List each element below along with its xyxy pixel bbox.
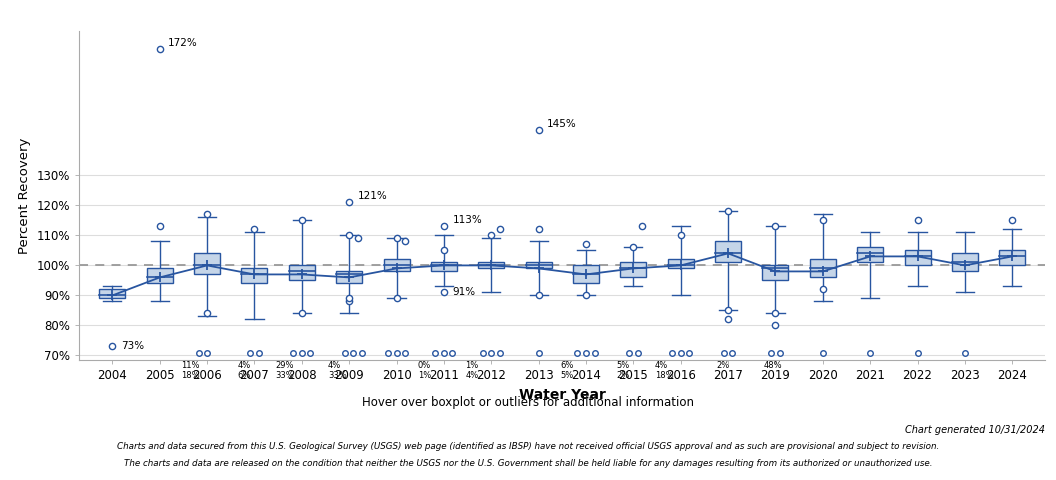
Bar <box>573 265 599 283</box>
Text: 1%
4%: 1% 4% <box>466 361 478 380</box>
Bar <box>288 265 315 280</box>
Text: 73%: 73% <box>120 341 144 351</box>
Text: 29%
33%: 29% 33% <box>276 361 295 380</box>
Bar <box>620 263 646 277</box>
Bar <box>431 263 457 271</box>
Bar <box>242 268 267 283</box>
Text: 6%
5%: 6% 5% <box>560 361 573 380</box>
Bar <box>194 253 220 275</box>
Text: Hover over boxplot or outliers for additional information: Hover over boxplot or outliers for addit… <box>362 396 694 408</box>
Text: 4%
18%: 4% 18% <box>655 361 674 380</box>
Bar <box>999 251 1025 265</box>
Text: 113%: 113% <box>452 215 483 225</box>
Y-axis label: Percent Recovery: Percent Recovery <box>18 137 31 254</box>
Bar <box>715 241 741 263</box>
Bar <box>99 289 126 299</box>
Text: Charts and data secured from this U.S. Geological Survey (USGS) web page (identi: Charts and data secured from this U.S. G… <box>117 442 939 451</box>
Text: 121%: 121% <box>358 191 388 201</box>
Text: 5%
2%: 5% 2% <box>617 361 630 380</box>
Bar <box>857 247 883 263</box>
Text: 0%
1%: 0% 1% <box>418 361 431 380</box>
X-axis label: Water Year: Water Year <box>518 387 606 402</box>
Text: 4%
6%: 4% 6% <box>238 361 251 380</box>
Bar <box>905 251 930 265</box>
Text: The charts and data are released on the condition that neither the USGS nor the : The charts and data are released on the … <box>124 458 932 468</box>
Text: Chart generated 10/31/2024: Chart generated 10/31/2024 <box>905 425 1045 435</box>
Text: 48%: 48% <box>763 361 782 370</box>
Bar <box>762 265 789 280</box>
Bar <box>810 259 836 277</box>
Bar <box>147 268 173 283</box>
Text: 172%: 172% <box>168 38 197 48</box>
Text: 91%: 91% <box>452 288 475 298</box>
Bar <box>667 259 694 268</box>
Text: 4%
33%: 4% 33% <box>327 361 346 380</box>
Text: 2%: 2% <box>716 361 730 370</box>
Text: 145%: 145% <box>547 119 577 129</box>
Bar <box>951 253 978 271</box>
Bar <box>526 263 551 268</box>
Bar <box>478 263 505 268</box>
Bar <box>336 271 362 283</box>
Text: 11%
18%: 11% 18% <box>181 361 200 380</box>
Bar <box>383 259 410 271</box>
